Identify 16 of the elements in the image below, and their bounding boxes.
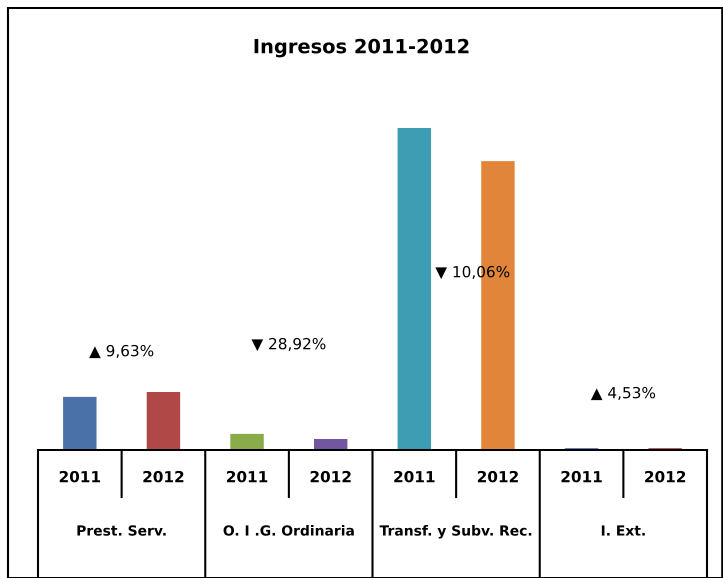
x-tick-label: 2012 <box>645 470 686 482</box>
x-tick-label: 2011 <box>60 470 100 482</box>
x-tick-label: 2012 <box>143 470 184 482</box>
x-tick-label: 2011 <box>562 470 602 482</box>
text: Prest. Serv. <box>77 525 166 536</box>
annotation: ▲ 9,63% <box>89 344 154 358</box>
text: I. Ext. <box>602 525 645 536</box>
x-tick-label: 2012 <box>310 470 351 482</box>
x-tick-label: 2011 <box>227 470 268 482</box>
text: O. I .G. Ordinaria <box>224 525 354 536</box>
annotation: ▼ 28,92% <box>251 338 326 352</box>
text: Transf. y Subv. Rec. <box>380 525 532 539</box>
x-tick-label: 2012 <box>478 470 518 482</box>
annotation: ▲ 4,53% <box>590 386 656 400</box>
chart-title: Ingresos 2011-2012 <box>254 38 468 58</box>
x-tick-label: 2011 <box>394 470 435 482</box>
